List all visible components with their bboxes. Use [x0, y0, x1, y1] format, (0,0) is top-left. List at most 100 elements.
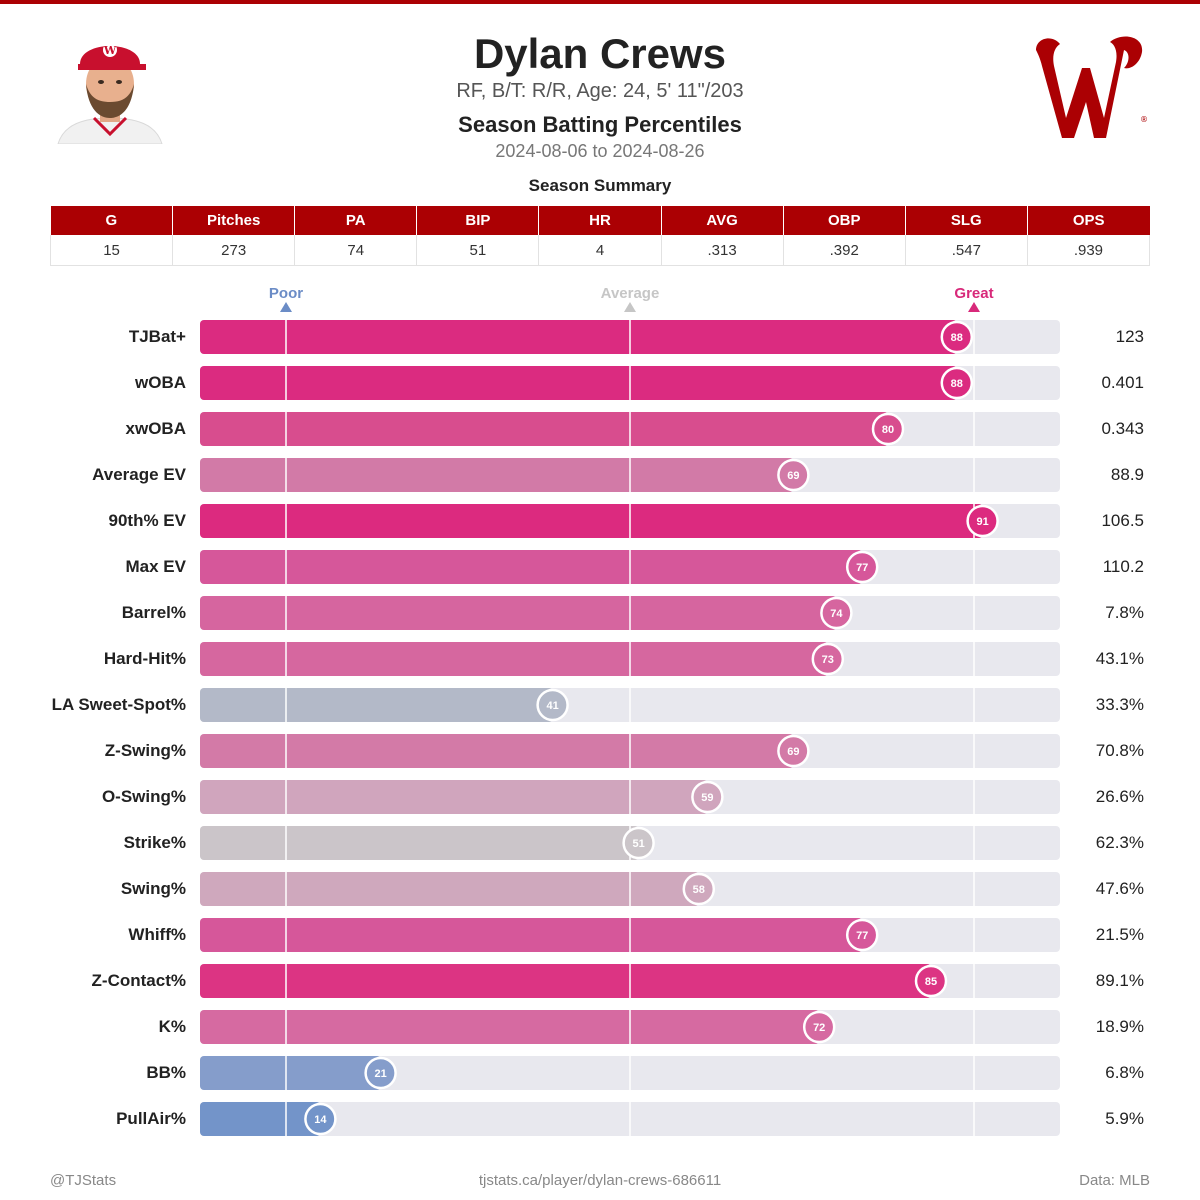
percentile-label: 91	[976, 516, 988, 528]
metric-value: 0.401	[1101, 373, 1144, 392]
summary-header-cell: PA	[294, 206, 417, 235]
percentile-label: 41	[546, 700, 558, 712]
percentile-bar	[200, 596, 837, 630]
percentile-marker	[845, 550, 879, 584]
percentile-bar	[200, 504, 983, 538]
percentile-marker	[820, 596, 853, 630]
percentile-marker	[940, 320, 974, 354]
season-summary-table: G Pitches PA BIP HR AVG OBP SLG OPS 15 2…	[49, 206, 1151, 266]
summary-header-cell: G	[50, 206, 173, 235]
percentile-marker	[940, 366, 974, 400]
metric-label: Barrel%	[121, 603, 186, 622]
scale-great-label: Great	[954, 285, 994, 302]
metric-value: 6.8%	[1105, 1063, 1144, 1082]
percentile-marker	[364, 1056, 397, 1090]
metric-label: Swing%	[120, 879, 186, 898]
percentile-marker	[622, 826, 655, 860]
metric-value: 89.1%	[1095, 971, 1144, 990]
percentile-marker	[536, 688, 569, 722]
percentile-label: 77	[856, 930, 868, 942]
metric-value: 5.9%	[1105, 1109, 1144, 1128]
percentile-marker	[845, 918, 879, 952]
summary-header-cell: Pitches	[172, 206, 295, 235]
player-name: Dylan Crews	[473, 30, 727, 77]
metric-value: 70.8%	[1095, 741, 1144, 760]
metric-label: Max EV	[125, 557, 186, 576]
summary-value-cell: 15	[49, 235, 173, 266]
summary-value-row: 15 273 74 51 4 .313 .392 .547 .939	[49, 235, 1151, 266]
percentile-label: 59	[701, 792, 713, 804]
percentile-label: 88	[951, 378, 963, 390]
percentile-label: 73	[822, 654, 834, 666]
summary-value-cell: 74	[294, 235, 417, 266]
summary-value-cell: .313	[660, 235, 784, 266]
percentile-marker	[304, 1102, 337, 1136]
percentile-marker	[691, 780, 724, 814]
percentile-bar	[200, 872, 699, 906]
percentile-label: 69	[787, 746, 799, 758]
percentile-bar	[200, 412, 888, 446]
summary-header-cell: SLG	[904, 206, 1028, 235]
metric-label: PullAir%	[116, 1109, 186, 1128]
summary-value-cell: .939	[1026, 235, 1151, 266]
percentile-marker	[777, 734, 810, 768]
percentile-marker	[966, 504, 999, 538]
date-range: 2024-08-06 to 2024-08-26	[495, 141, 705, 161]
percentile-marker	[802, 1010, 836, 1044]
metric-value: 43.1%	[1095, 649, 1144, 668]
summary-value-cell: 51	[416, 235, 539, 266]
top-accent-bar	[0, 0, 1200, 4]
percentile-bar	[200, 458, 794, 492]
summary-header-cell: HR	[538, 206, 662, 235]
metric-label: Z-Swing%	[104, 741, 186, 760]
percentile-label: 85	[925, 976, 937, 988]
metric-label: xwOBA	[125, 419, 186, 438]
metric-label: Hard-Hit%	[103, 649, 186, 668]
summary-title: Season Summary	[528, 176, 672, 195]
footer-handle: @TJStats	[50, 1172, 117, 1189]
metric-value: 106.5	[1101, 511, 1144, 530]
percentile-bar	[200, 550, 863, 584]
percentile-label: 80	[882, 424, 894, 436]
metric-value: 0.343	[1101, 419, 1144, 438]
summary-header-cell: AVG	[660, 206, 784, 235]
metric-label: TJBat+	[128, 327, 186, 346]
metric-value: 110.2	[1102, 557, 1144, 576]
percentile-marker	[871, 412, 905, 446]
metric-label: Z-Contact%	[91, 971, 186, 990]
footer-source: Data: MLB	[1079, 1172, 1150, 1189]
metric-value: 88.9	[1110, 465, 1144, 484]
metric-label: 90th% EV	[108, 511, 186, 530]
metric-label: LA Sweet-Spot%	[51, 695, 186, 714]
svg-text:®: ®	[1140, 115, 1148, 124]
summary-value-cell: 273	[172, 235, 295, 266]
summary-header-cell: OPS	[1026, 206, 1150, 235]
percentile-bar	[200, 1102, 321, 1136]
metric-value: 26.6%	[1095, 787, 1144, 806]
metric-value: 7.8%	[1105, 603, 1144, 622]
percentile-bar	[200, 826, 639, 860]
summary-value-cell: .392	[782, 235, 906, 266]
percentile-label: 69	[787, 470, 799, 482]
percentile-bar	[200, 964, 931, 998]
percentile-bar	[200, 320, 957, 354]
metric-value: 123	[1115, 327, 1144, 346]
metric-label: O-Swing%	[101, 787, 186, 806]
percentile-marker	[682, 872, 716, 906]
player-info: RF, B/T: R/R, Age: 24, 5' 11"/203	[456, 80, 744, 102]
percentile-bar	[200, 1010, 820, 1044]
percentile-label: 21	[374, 1068, 386, 1080]
team-logo: ®	[1026, 22, 1150, 146]
percentile-bar	[200, 734, 794, 768]
summary-header-cell: BIP	[416, 206, 539, 235]
metric-value: 33.3%	[1095, 695, 1144, 714]
metric-label: wOBA	[135, 373, 186, 392]
summary-value-cell: .547	[904, 235, 1028, 266]
header: W Dylan Crews RF, B/T: R/R, Age: 24, 5' …	[0, 0, 1200, 170]
percentile-label: 77	[856, 562, 868, 574]
percentile-label: 14	[314, 1114, 327, 1126]
metric-value: 18.9%	[1095, 1017, 1144, 1036]
percentile-label: 88	[951, 332, 963, 344]
percentile-label: 51	[632, 838, 644, 850]
scale-average-label: Average	[600, 285, 660, 302]
